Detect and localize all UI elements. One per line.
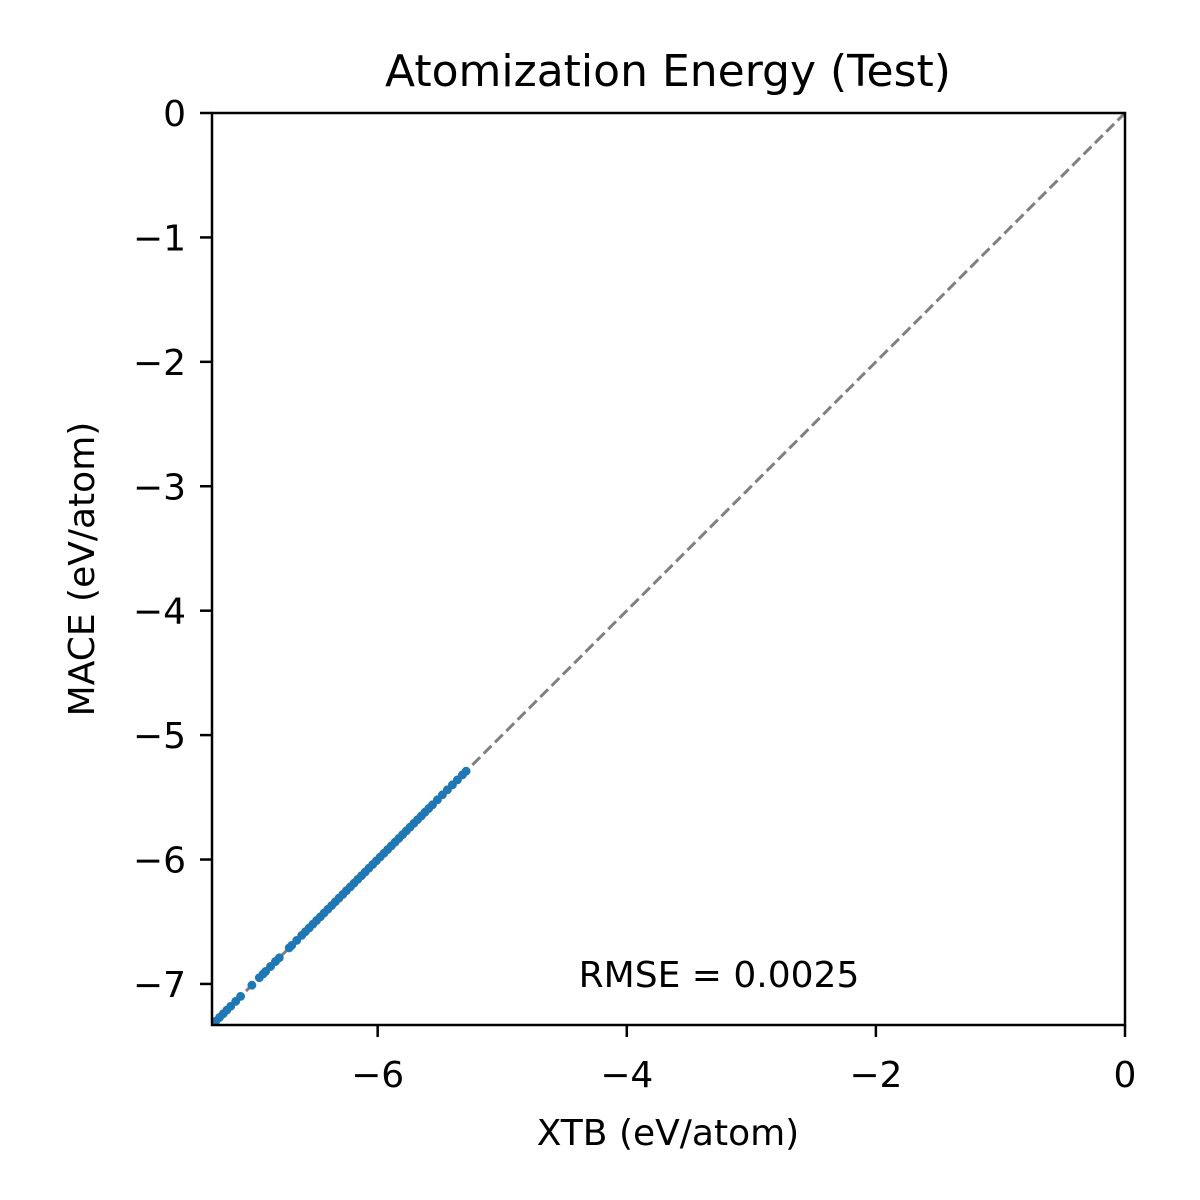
y-tick-label: −1: [133, 218, 186, 259]
y-tick-label: −3: [133, 467, 186, 508]
y-tick-label: −6: [133, 841, 186, 882]
y-tick-label: −2: [133, 343, 186, 384]
y-axis-label: MACE (eV/atom): [62, 422, 103, 717]
data-point: [274, 953, 284, 963]
y-tick-label: −5: [133, 716, 186, 757]
data-point: [247, 980, 257, 990]
x-tick-label: −2: [849, 1055, 902, 1096]
plot-area: [210, 111, 1127, 1027]
y-tick-label: 0: [163, 94, 186, 135]
data-point: [461, 766, 471, 776]
y-axis: 0 −1 −2 −3 −4 −5 −6 −7: [133, 94, 212, 1006]
x-tick-label: −4: [600, 1055, 653, 1096]
scatter-points: [212, 766, 471, 1025]
rmse-annotation: RMSE = 0.0025: [579, 955, 860, 996]
x-tick-label: 0: [1114, 1055, 1137, 1096]
y-tick-label: −4: [133, 592, 186, 633]
chart-title: Atomization Energy (Test): [385, 46, 951, 97]
x-axis: −6 −4 −2 0: [351, 1025, 1136, 1096]
data-point: [236, 991, 246, 1001]
plot-frame: [210, 111, 1127, 1027]
x-tick-label: −6: [351, 1055, 404, 1096]
y-tick-label: −7: [133, 965, 186, 1006]
x-axis-label: XTB (eV/atom): [537, 1113, 799, 1154]
